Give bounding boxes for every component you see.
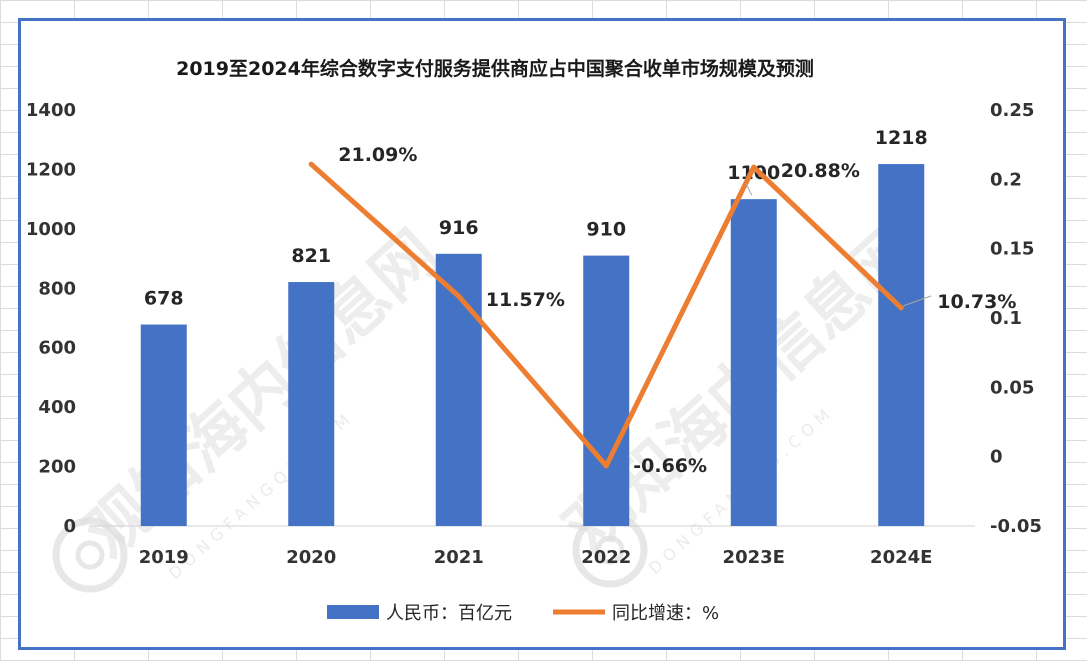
bar — [288, 282, 335, 526]
x-axis-tick-label: 2020 — [286, 547, 336, 568]
line-point — [898, 305, 904, 311]
legend-label-line: 同比增速：% — [612, 603, 719, 624]
line-value-label: -0.66% — [633, 455, 707, 477]
bar — [583, 255, 630, 526]
bar — [730, 199, 777, 526]
bar-value-label: 916 — [439, 217, 479, 239]
left-axis-tick-label: 600 — [38, 338, 76, 359]
bar — [878, 164, 925, 526]
bar — [140, 324, 187, 526]
left-axis-tick-label: 1400 — [26, 100, 76, 121]
left-axis-tick-label: 400 — [38, 397, 76, 418]
line-value-label: 20.88% — [781, 160, 860, 182]
right-axis-tick-label: 0 — [990, 447, 1003, 468]
x-axis-tick-label: 2021 — [434, 547, 484, 568]
right-axis-tick-label: 0.15 — [990, 239, 1034, 260]
bar-value-label: 821 — [291, 245, 331, 267]
left-axis-tick-label: 1200 — [26, 159, 76, 180]
legend-label-bar: 人民币：百亿元 — [386, 603, 512, 624]
line-data-labels: 21.09% 11.57% -0.66% 20.88% 10.73% — [338, 144, 1016, 477]
legend: 人民币：百亿元 同比增速：% — [327, 603, 719, 624]
left-axis-tick-label: 200 — [38, 457, 76, 478]
x-axis: 2019 2020 2021 2022 2023E 2024E — [139, 547, 933, 568]
left-axis-tick-label: 0 — [63, 516, 76, 537]
x-axis-tick-label: 2024E — [870, 547, 932, 568]
x-axis-tick-label: 2022 — [581, 547, 631, 568]
watermark-logo-icon — [52, 517, 128, 593]
x-axis-tick-label: 2019 — [139, 547, 189, 568]
left-axis-tick-label: 800 — [38, 278, 76, 299]
label-leader-line — [745, 182, 753, 196]
bar-value-label: 1218 — [875, 127, 928, 149]
bar-value-label: 910 — [586, 219, 626, 241]
watermark-text: 观知海内信息网 — [71, 217, 453, 572]
right-axis-tick-label: 0.2 — [990, 169, 1022, 190]
line-point — [456, 293, 462, 299]
label-leader-line — [903, 295, 932, 307]
watermark-logo-icon — [595, 535, 625, 565]
line-point — [308, 161, 314, 167]
chart-title: 2019至2024年综合数字支付服务提供商应占中国聚合收单市场规模及预测 — [176, 58, 814, 80]
right-axis-tick-label: 0.1 — [990, 308, 1022, 329]
watermark-logo-icon — [75, 540, 105, 570]
left-axis-tick-label: 1000 — [26, 219, 76, 240]
watermark-layer: 观知海内信息网DONGFANGQB.COM观知海内信息网DONGFANGQB.C… — [52, 212, 934, 593]
bar-series — [140, 164, 925, 526]
line-value-label: 21.09% — [338, 144, 417, 166]
line-value-label: 10.73% — [937, 291, 1016, 313]
line-point — [751, 164, 757, 170]
left-axis: 0 200 400 600 800 1000 1200 1400 — [26, 100, 76, 537]
legend-swatch-bar — [327, 605, 379, 619]
line-series — [308, 161, 904, 469]
right-axis-tick-label: -0.05 — [990, 516, 1042, 537]
right-axis: -0.05 0 0.05 0.1 0.15 0.2 0.25 — [990, 100, 1042, 537]
line-point — [603, 463, 609, 469]
line-value-label: 11.57% — [486, 289, 565, 311]
x-axis-tick-label: 2023E — [723, 547, 785, 568]
right-axis-tick-label: 0.05 — [990, 377, 1034, 398]
bar-value-label: 678 — [144, 288, 184, 310]
right-axis-tick-label: 0.25 — [990, 100, 1034, 121]
